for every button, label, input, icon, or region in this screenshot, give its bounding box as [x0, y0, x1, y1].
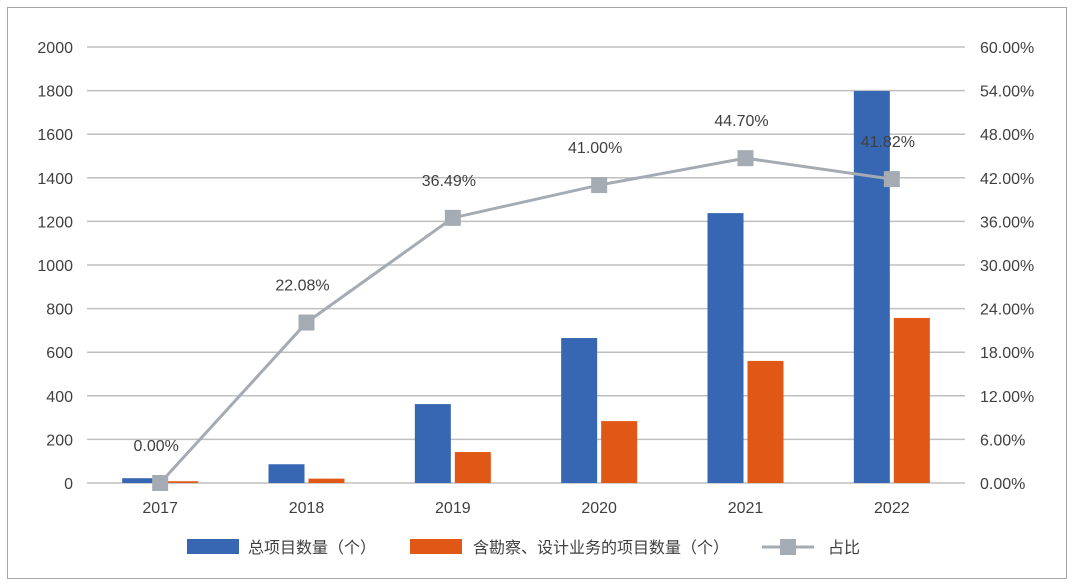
y-tick-label: 200: [46, 432, 73, 449]
ratio-data-label: 22.08%: [275, 278, 329, 295]
bar: [308, 478, 345, 483]
gridlines: [87, 46, 965, 484]
x-tick-label: 2018: [289, 500, 325, 517]
y2-tick-label: 42.00%: [980, 171, 1034, 188]
y-tick-label: 400: [46, 389, 73, 406]
legend-label: 总项目数量（个）: [248, 538, 376, 557]
x-tick-label: 2020: [581, 500, 617, 517]
y-tick-label: 1000: [37, 258, 73, 275]
y-tick-label: 600: [46, 345, 73, 362]
y-tick-label: 800: [46, 302, 73, 319]
x-axis-ticks: 2017 2018 2019 2020 2021 2022: [142, 500, 909, 517]
y-tick-label: 1600: [37, 127, 73, 144]
bar: [601, 421, 638, 483]
right-axis-ticks: 0.00% 6.00% 12.00% 18.00% 24.00% 30.00% 36.00%…: [980, 40, 1034, 493]
bar: [122, 478, 159, 483]
bar: [893, 317, 930, 483]
square-marker: [298, 314, 315, 331]
bar: [454, 452, 491, 483]
y2-tick-label: 48.00%: [980, 127, 1034, 144]
y2-tick-label: 18.00%: [980, 345, 1034, 362]
y2-tick-label: 60.00%: [980, 40, 1034, 57]
legend: 总项目数量（个） 含勘察、设计业务的项目数量（个） 占比: [187, 538, 860, 557]
y2-tick-label: 6.00%: [980, 432, 1025, 449]
x-tick-label: 2021: [728, 500, 764, 517]
y-tick-label: 1800: [37, 84, 73, 101]
ratio-data-label: 0.00%: [133, 438, 178, 455]
square-marker: [883, 171, 900, 188]
bar: [707, 213, 744, 483]
y2-tick-label: 24.00%: [980, 302, 1034, 319]
square-marker: [152, 475, 169, 491]
left-axis-ticks: 0 200 400 600 800 1000 1200 1400 1600 1800 2000: [37, 40, 73, 493]
y2-tick-label: 0.00%: [980, 476, 1025, 493]
ratio-data-label: 41.00%: [568, 140, 622, 157]
legend-label: 含勘察、设计业务的项目数量（个）: [473, 538, 729, 557]
legend-label: 占比: [828, 538, 860, 557]
x-tick-label: 2019: [435, 500, 471, 517]
ratio-data-label: 44.70%: [714, 113, 768, 130]
ratio-data-label: 36.49%: [422, 173, 476, 190]
square-marker: [737, 150, 754, 167]
y2-tick-label: 54.00%: [980, 84, 1034, 101]
y2-tick-label: 36.00%: [980, 214, 1034, 231]
y-tick-label: 2000: [37, 40, 73, 57]
bar: [561, 338, 598, 483]
legend-square-marker: [780, 539, 796, 555]
bar: [414, 404, 451, 483]
bar: [747, 360, 784, 483]
y-tick-label: 1400: [37, 171, 73, 188]
y2-tick-label: 12.00%: [980, 389, 1034, 406]
square-marker: [591, 177, 608, 194]
y-tick-label: 1200: [37, 214, 73, 231]
y2-tick-label: 30.00%: [980, 258, 1034, 275]
square-marker: [444, 209, 461, 226]
data-labels: 0.00% 22.08% 36.49% 41.00% 44.70% 41.82%: [133, 113, 914, 455]
ratio-data-label: 41.82%: [861, 134, 915, 151]
legend-swatch: [410, 539, 462, 554]
x-tick-label: 2022: [874, 500, 910, 517]
line-series: [152, 150, 900, 491]
bar: [268, 464, 305, 483]
bar: [162, 481, 199, 483]
y-tick-label: 0: [64, 476, 73, 493]
ratio-line: [159, 156, 893, 485]
bar: [853, 91, 890, 483]
x-tick-label: 2017: [142, 500, 178, 517]
bar-series: [122, 91, 930, 483]
legend-swatch: [187, 539, 239, 554]
